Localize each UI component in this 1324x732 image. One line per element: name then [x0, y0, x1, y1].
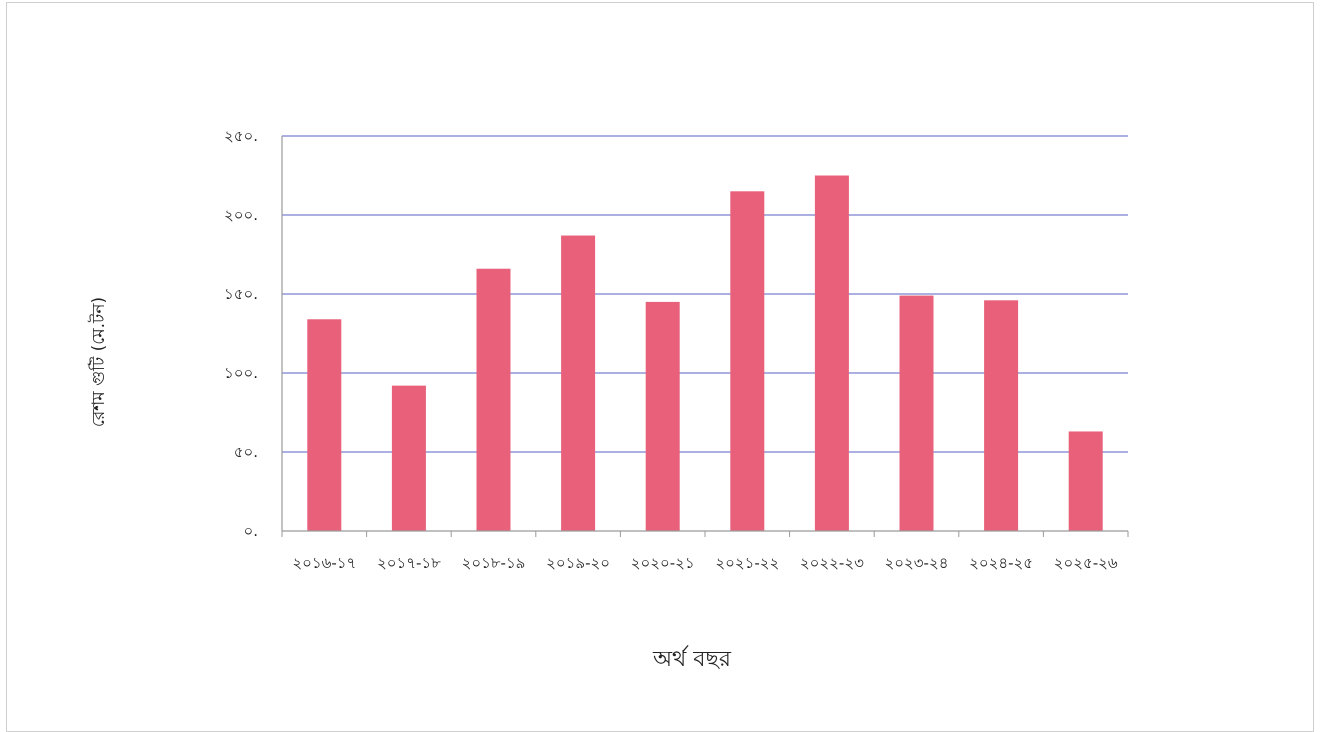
bar: [899, 295, 934, 531]
bar: [561, 235, 596, 532]
bar: [984, 300, 1019, 531]
x-tick-label: ২০২৪-২৫: [969, 554, 1033, 572]
y-tick-label: ৫০.: [234, 443, 258, 461]
x-tick-labels: ২০১৬-১৭ ২০১৭-১৮ ২০১৮-১৯ ২০১৯-২০ ২০২০-২১ ২০২১-…: [292, 554, 1118, 572]
bar: [391, 385, 426, 531]
x-tick-label: ২০১৯-২০: [546, 554, 610, 572]
y-axis-label: রেশম গুটি (মে.টন): [88, 297, 109, 427]
y-tick-label: ০.: [243, 522, 258, 540]
x-axis-label: অর্থ বছর: [652, 645, 732, 672]
bars: [307, 175, 1103, 532]
x-tick-label: ২০১৭-১৮: [377, 554, 441, 572]
x-tick-label: ২০১৬-১৭: [292, 554, 356, 572]
y-tick-label: ১০০.: [224, 364, 258, 382]
y-tick-label: ২০০.: [224, 206, 258, 224]
x-tick-label: ২০২১-২২: [715, 554, 779, 572]
bar: [730, 191, 765, 532]
y-tick-label: ২৫০.: [224, 127, 258, 145]
bar: [1068, 431, 1103, 531]
x-tick-label: ২০২০-২১: [631, 554, 695, 572]
y-tick-labels: ০. ৫০. ১০০. ১৫০. ২০০. ২৫০.: [224, 127, 258, 540]
x-tick-label: ২০২৩-২৪: [885, 554, 949, 572]
axes: [281, 136, 1129, 537]
bar: [476, 268, 511, 531]
bar: [645, 301, 680, 531]
bar: [814, 175, 849, 531]
x-tick-label: ২০২২-২৩: [800, 554, 864, 572]
x-tick-label: ২০১৮-১৯: [462, 554, 526, 572]
bar: [307, 319, 342, 531]
x-tick-label: ২০২৫-২৬: [1054, 554, 1118, 572]
y-tick-label: ১৫০.: [224, 285, 258, 303]
